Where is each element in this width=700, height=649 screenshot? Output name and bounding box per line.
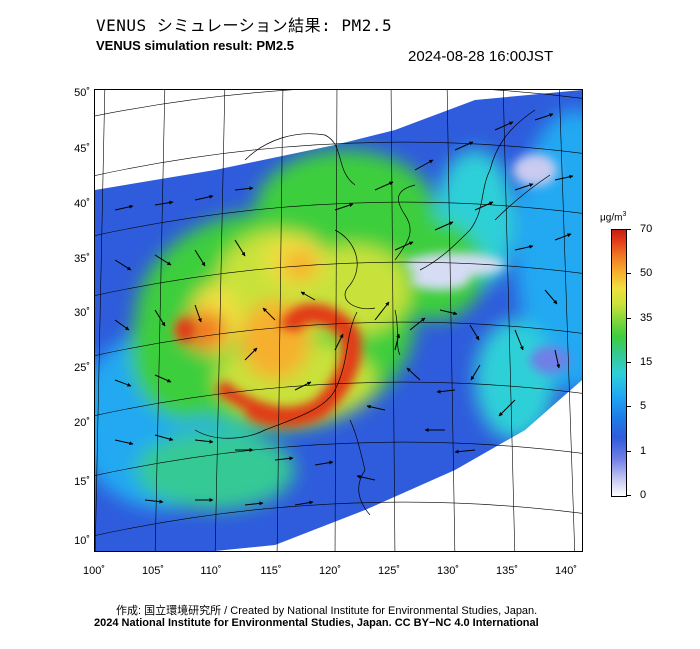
wind-vectors: [114, 113, 574, 506]
colorbar-tick-15: 15: [640, 356, 653, 368]
lon-label-125: 125˚: [377, 565, 401, 577]
lat-label-25: 25˚: [74, 362, 90, 374]
pm25-map: [95, 90, 582, 551]
colorbar-tick-5: 5: [640, 400, 647, 412]
lat-label-10: 10˚: [74, 535, 90, 547]
colorbar-tickmark: [626, 451, 631, 452]
lon-label-140: 140˚: [554, 565, 578, 577]
concentration-field: [95, 90, 582, 551]
lon-label-135: 135˚: [495, 565, 519, 577]
colorbar-tickmark: [626, 495, 631, 496]
lat-label-50: 50˚: [74, 87, 90, 99]
lat-label-20: 20˚: [74, 417, 90, 429]
lon-label-110: 110˚: [200, 565, 222, 577]
title-english: VENUS simulation result: PM2.5: [96, 38, 294, 53]
forecast-timestamp: 2024-08-28 16:00JST: [408, 48, 554, 65]
lon-label-130: 130˚: [436, 565, 460, 577]
colorbar-unit: μg/m3: [600, 211, 627, 224]
colorbar-tickmark: [626, 406, 631, 407]
coastlines: [194, 109, 551, 516]
copyright-line: 2024 National Institute for Environmenta…: [94, 617, 539, 629]
lat-label-15: 15˚: [74, 476, 90, 488]
lat-label-45: 45˚: [74, 143, 90, 155]
colorbar: [611, 229, 627, 497]
title-japanese: VENUS シミュレーション結果: PM2.5: [96, 16, 393, 35]
lon-label-105: 105˚: [141, 565, 165, 577]
lat-label-40: 40˚: [74, 198, 90, 210]
colorbar-tick-70: 70: [640, 223, 653, 235]
colorbar-tickmark: [626, 273, 631, 274]
credit-line: 作成: 国立環境研究所 / Created by National Instit…: [116, 605, 538, 617]
map-panel: [94, 89, 583, 552]
colorbar-tickmark: [626, 362, 631, 363]
lon-label-120: 120˚: [318, 565, 342, 577]
colorbar-tick-0: 0: [640, 489, 647, 501]
colorbar-tickmark: [626, 229, 631, 230]
lat-label-30: 30˚: [74, 307, 90, 319]
graticule: [95, 90, 582, 551]
lon-label-100: 100˚: [82, 565, 106, 577]
colorbar-tickmark: [626, 318, 631, 319]
colorbar-tick-1: 1: [640, 445, 647, 457]
colorbar-tick-50: 50: [640, 267, 653, 279]
colorbar-tick-35: 35: [640, 312, 653, 324]
lon-label-115: 115˚: [260, 565, 282, 577]
lat-label-35: 35˚: [74, 253, 90, 265]
